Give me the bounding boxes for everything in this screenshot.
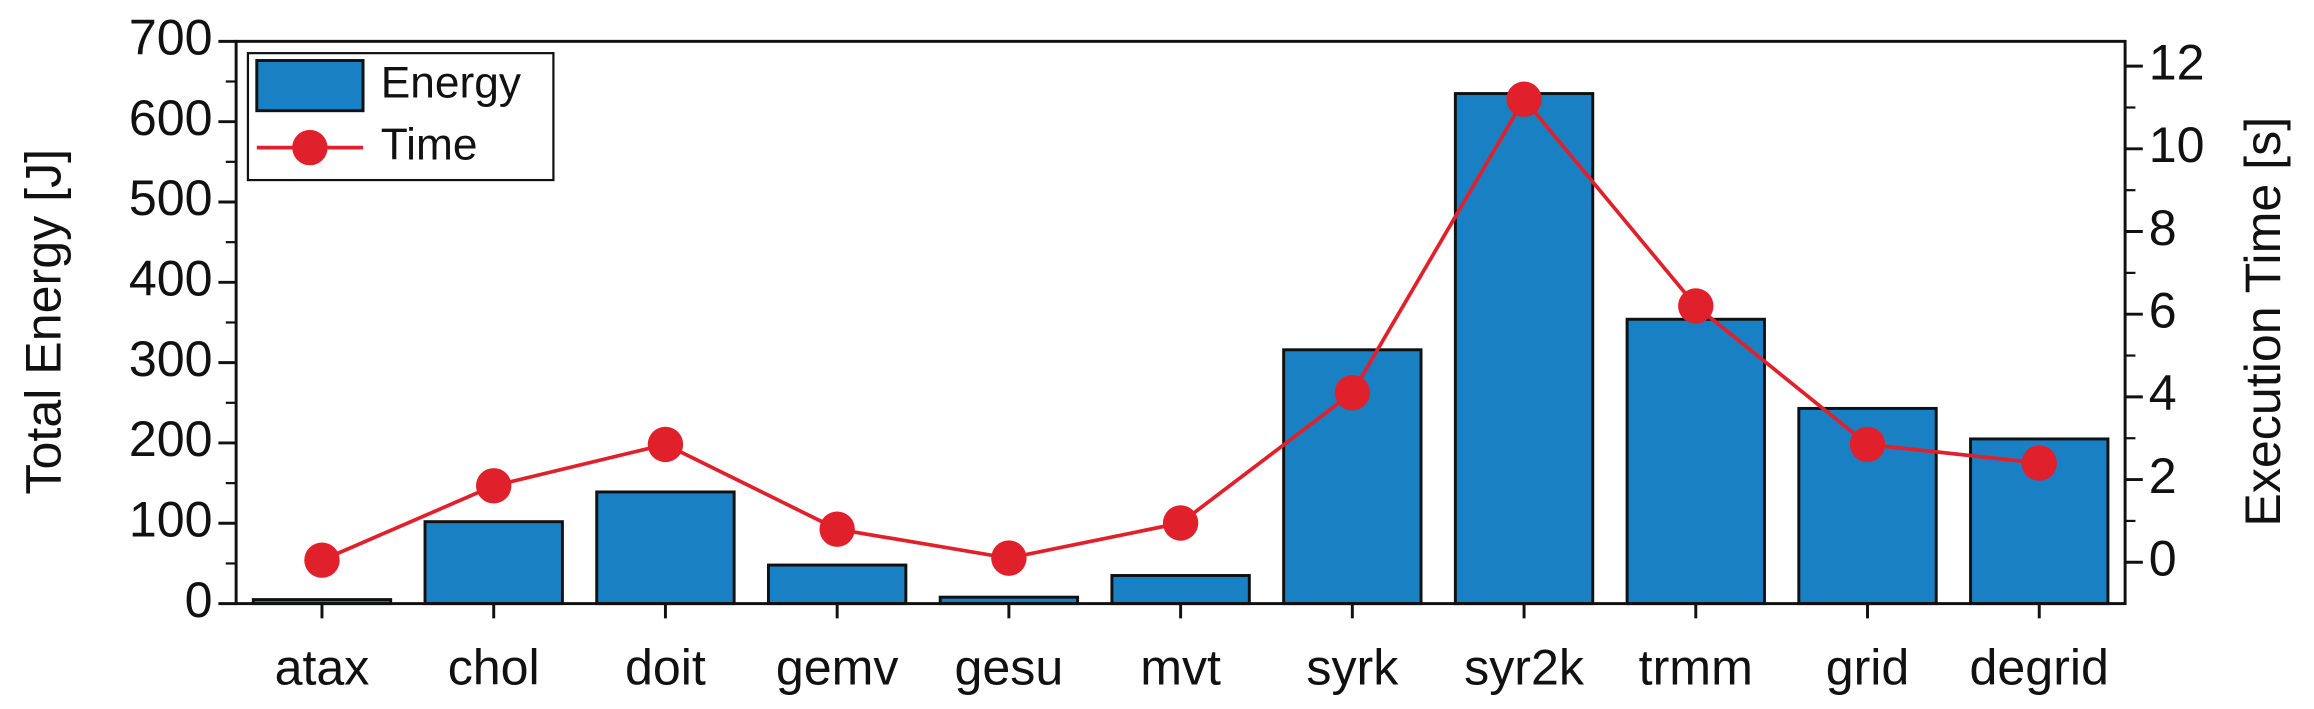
time-marker [991,540,1027,576]
y-axis-title: Total Energy [J] [15,149,71,495]
legend-swatch [255,59,365,113]
y2-tick-label: 8 [2149,200,2177,256]
y2-tick-label: 12 [2149,34,2205,90]
x-tick-label: doit [625,640,706,696]
y2-tick-label: 4 [2149,365,2177,421]
y-tick-label: 600 [129,90,213,146]
legend-label: Time [381,120,478,169]
time-marker [304,542,340,578]
bar [423,520,564,606]
y2-tick-label: 10 [2149,117,2205,173]
y-tick-label: 500 [129,170,213,226]
y-tick-label: 400 [129,251,213,307]
time-marker [819,511,855,547]
x-tick-label: atax [275,640,370,696]
time-marker [1678,288,1714,324]
time-marker [1849,426,1886,463]
bar [1625,317,1766,606]
time-marker [476,468,512,504]
x-tick-label: mvt [1140,640,1221,696]
y-tick-label: 200 [129,411,213,467]
time-marker [647,426,684,463]
bar [1453,92,1595,606]
y2-tick-label: 2 [2149,448,2177,504]
x-tick-label: chol [448,640,540,696]
x-tick-label: grid [1826,640,1910,696]
y2-tick-label: 0 [2149,531,2177,587]
time-marker [1334,375,1371,411]
y2-tick-label: 6 [2149,282,2177,338]
time-line [321,96,2040,562]
y-tick-label: 100 [129,492,213,548]
plot-frame [234,39,2127,606]
y2-axis-title: Execution Time [s] [2235,117,2291,527]
x-tick-label: syrk [1306,640,1399,696]
x-tick-label: syr2k [1464,640,1585,696]
time-marker [1506,81,1542,117]
y-tick-label: 0 [185,572,213,628]
time-marker [2021,445,2057,481]
legend-marker [292,129,328,166]
y-tick-label: 700 [129,10,213,66]
y-tick-label: 300 [129,331,213,387]
bar [1110,574,1251,606]
bar [766,563,908,606]
x-tick-label: gemv [776,640,899,696]
x-tick-label: trmm [1639,640,1753,696]
bar [595,490,736,606]
x-tick-label: gesu [955,640,1064,696]
time-marker [1162,505,1199,541]
legend-label: Energy [381,58,522,107]
x-tick-label: degrid [1970,640,2109,696]
